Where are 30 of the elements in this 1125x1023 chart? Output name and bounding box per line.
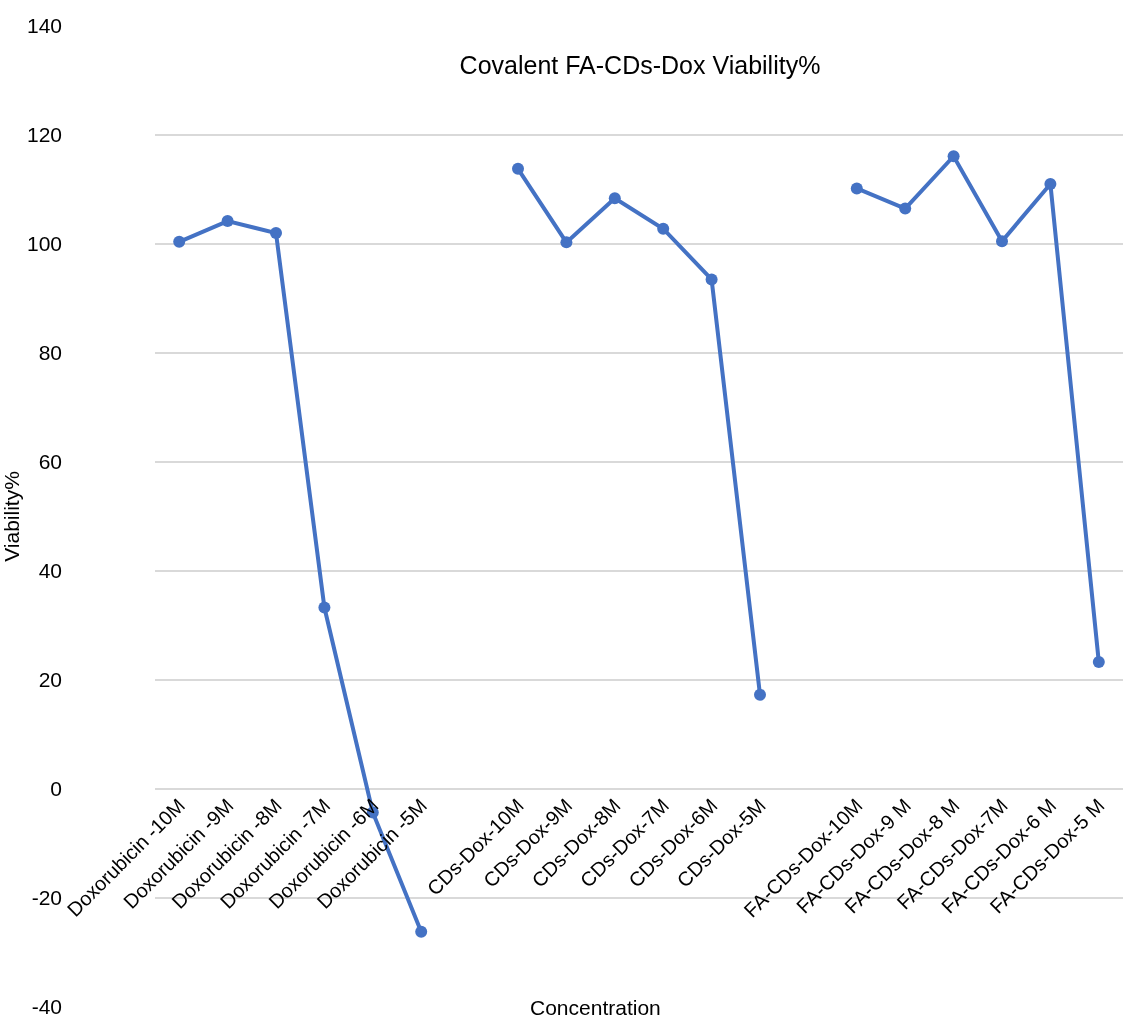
point: [318, 601, 331, 614]
y-tick-label: 60: [38, 450, 62, 474]
y-axis-title: Viability%: [0, 471, 23, 562]
point: [560, 236, 573, 249]
point: [754, 688, 766, 701]
text: Covalent FA-CDs-Dox Viability%: [459, 50, 821, 79]
point: [996, 235, 1008, 248]
y-tick-label: 100: [26, 232, 62, 256]
y-tick-label: 0: [50, 777, 62, 801]
point: [270, 227, 282, 240]
point: [1044, 178, 1057, 191]
y-tick-label: -40: [31, 995, 62, 1019]
point: [221, 215, 234, 228]
point: [1092, 656, 1105, 669]
y-tick-label: -20: [31, 886, 62, 910]
point: [899, 202, 912, 215]
point: [608, 192, 621, 205]
point: [657, 222, 670, 235]
point: [705, 273, 718, 286]
y-tick-label: 80: [38, 341, 62, 365]
y-tick-label: 140: [26, 14, 62, 38]
point: [947, 150, 960, 163]
y-tick-label: 20: [38, 668, 62, 692]
y-tick-label: 120: [26, 123, 62, 147]
x-axis-title: Concentration: [530, 996, 661, 1019]
point: [512, 162, 524, 175]
point: [415, 925, 428, 938]
y-tick-label: 40: [38, 559, 62, 583]
point: [173, 235, 186, 248]
point: [850, 182, 863, 195]
